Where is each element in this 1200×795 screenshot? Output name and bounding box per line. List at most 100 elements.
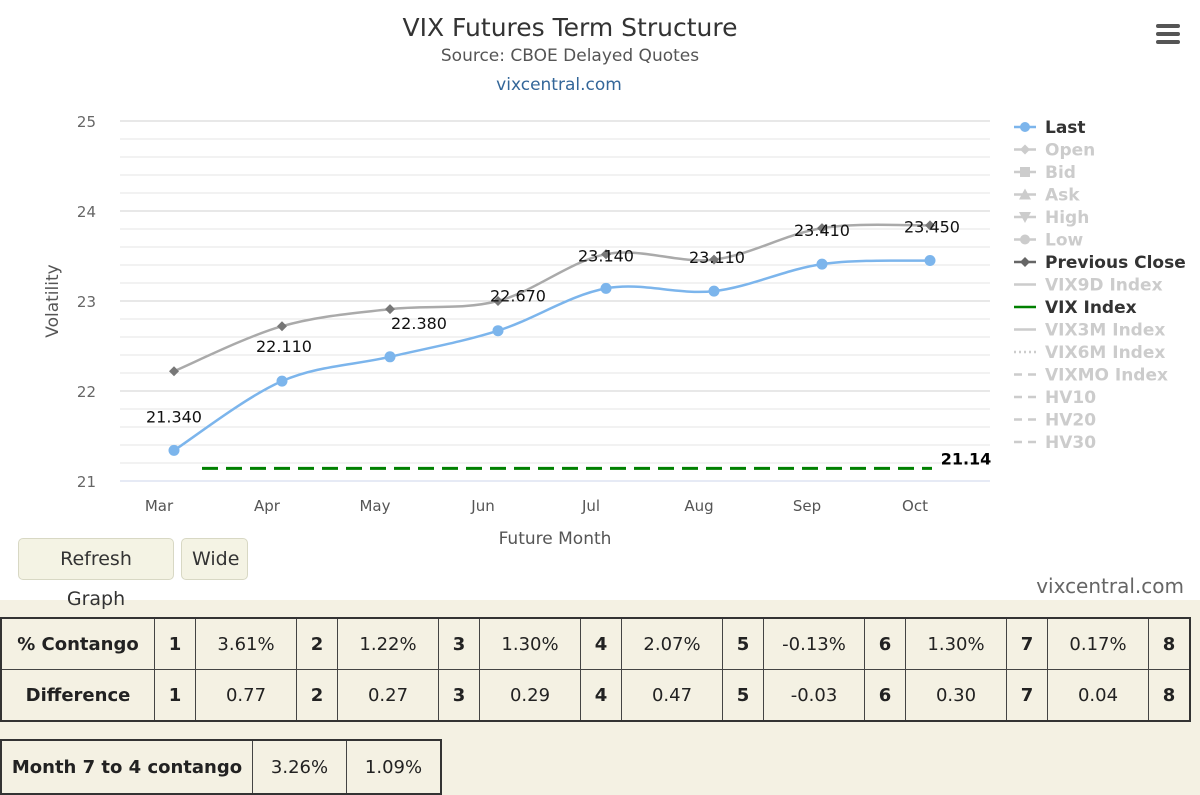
- value-cell: 2.07%: [621, 617, 723, 670]
- y-tick-label: 25: [77, 113, 96, 131]
- legend-marker: [1020, 234, 1030, 245]
- x-tick-label: Mar: [145, 497, 174, 515]
- x-tick-label: Oct: [902, 497, 928, 515]
- legend-item[interactable]: Previous Close: [1014, 253, 1186, 273]
- legend-item[interactable]: Bid: [1014, 163, 1076, 183]
- month-index-cell: 3: [438, 669, 480, 722]
- last-data-label: 23.410: [794, 221, 850, 240]
- month-index-cell: 6: [864, 669, 906, 722]
- previous-close-point: [493, 296, 503, 306]
- month-contango-value-1: 3.26%: [252, 739, 347, 795]
- last-data-point[interactable]: [168, 444, 180, 456]
- wide-button[interactable]: Wide: [181, 538, 248, 580]
- legend-item[interactable]: Open: [1014, 141, 1095, 161]
- legend-marker: [1020, 144, 1030, 155]
- previous-close-point: [277, 321, 287, 332]
- hamburger-menu-icon: [1156, 32, 1180, 36]
- watermark: vixcentral.com: [1036, 574, 1184, 598]
- legend-label: Last: [1045, 118, 1086, 138]
- last-data-label: 23.450: [904, 218, 960, 237]
- y-tick-label: 22: [77, 383, 96, 401]
- legend-marker: [1020, 167, 1030, 177]
- value-cell: 3.61%: [195, 617, 297, 670]
- month-index-cell: 8: [1148, 617, 1191, 670]
- previous-close-point: [601, 249, 611, 260]
- last-data-point[interactable]: [492, 325, 504, 337]
- legend-label: Ask: [1045, 186, 1080, 206]
- vix-index-data-label: 21.14: [941, 449, 992, 468]
- last-data-label: 22.670: [490, 287, 546, 306]
- previous-close-point: [925, 220, 935, 231]
- legend-item[interactable]: VIX Index: [1014, 298, 1137, 318]
- value-cell: 0.04: [1047, 669, 1149, 722]
- last-data-label: 22.380: [391, 314, 447, 333]
- previous-close-point: [169, 366, 179, 377]
- month-index-cell: 1: [154, 669, 196, 722]
- y-tick-label: 23: [77, 293, 96, 311]
- legend-label: VIX Index: [1045, 298, 1137, 318]
- legend-item[interactable]: VIXMO Index: [1014, 366, 1168, 386]
- row-header: % Contango: [0, 617, 155, 670]
- previous-close-point: [709, 254, 719, 265]
- legend-item[interactable]: HV30: [1014, 433, 1096, 453]
- month-index-cell: 1: [154, 617, 196, 670]
- legend-label: Low: [1045, 231, 1084, 251]
- table-row: Month 7 to 4 contango 3.26% 1.09%: [0, 739, 442, 795]
- legend-item[interactable]: VIX6M Index: [1014, 343, 1165, 363]
- last-data-point[interactable]: [600, 282, 612, 294]
- value-cell: 1.22%: [337, 617, 439, 670]
- value-cell: 0.30: [905, 669, 1007, 722]
- month-index-cell: 7: [1006, 669, 1048, 722]
- refresh-graph-button[interactable]: Refresh Graph: [18, 538, 174, 610]
- month-index-cell: 5: [722, 669, 764, 722]
- legend-label: Open: [1045, 141, 1095, 161]
- month-index-cell: 8: [1148, 669, 1191, 722]
- last-data-point[interactable]: [708, 285, 720, 297]
- chart-credit-link[interactable]: vixcentral.com: [496, 75, 622, 95]
- last-data-point[interactable]: [384, 351, 396, 363]
- contango-table: % Contango 1 3.61% 2 1.22% 3 1.30% 4 2.07% 5 -0.13…: [0, 617, 1191, 722]
- legend-label: VIX9D Index: [1045, 276, 1163, 296]
- legend-item[interactable]: Ask: [1014, 186, 1080, 206]
- last-data-label: 23.140: [578, 246, 634, 265]
- last-data-point[interactable]: [924, 255, 936, 266]
- legend-item[interactable]: HV10: [1014, 388, 1096, 408]
- month-contango-table: Month 7 to 4 contango 3.26% 1.09%: [0, 739, 442, 795]
- chart-menu-button[interactable]: [1152, 20, 1184, 48]
- x-tick-label: Sep: [793, 497, 821, 515]
- row-header: Difference: [0, 669, 155, 722]
- legend-label: VIX3M Index: [1045, 321, 1165, 341]
- legend-label: HV20: [1045, 411, 1096, 431]
- y-tick-label: 24: [77, 203, 96, 221]
- axes: 21 22 23 24 25 Mar Apr May Jun Jul Aug Sep Oct Future…: [43, 113, 990, 549]
- legend-item[interactable]: Last: [1014, 118, 1086, 138]
- previous-close-point: [385, 304, 395, 315]
- x-axis-label: Future Month: [499, 529, 612, 549]
- legend-label: Bid: [1045, 163, 1076, 183]
- legend-item[interactable]: Low: [1014, 231, 1084, 251]
- value-cell: 0.47: [621, 669, 723, 722]
- legend-item[interactable]: VIX3M Index: [1014, 321, 1165, 341]
- x-tick-label: Apr: [254, 497, 281, 515]
- legend-label: VIX6M Index: [1045, 343, 1165, 363]
- legend-marker: [1019, 212, 1031, 223]
- series-line-previous-close: [173, 223, 931, 373]
- last-data-point[interactable]: [276, 375, 288, 387]
- x-tick-label: Jun: [470, 497, 494, 515]
- last-data-label: 22.110: [256, 337, 312, 356]
- legend-label: High: [1045, 208, 1089, 228]
- month-index-cell: 2: [296, 669, 338, 722]
- value-cell: 0.77: [195, 669, 297, 722]
- x-tick-label: Aug: [684, 497, 713, 515]
- last-data-point[interactable]: [816, 258, 828, 270]
- series: 21.14 21.340 22.110 22.380 22.670 23.140 23.11…: [146, 218, 992, 470]
- legend-item[interactable]: VIX9D Index: [1014, 276, 1163, 296]
- legend-item[interactable]: High: [1014, 208, 1089, 228]
- legend-item[interactable]: HV20: [1014, 411, 1096, 431]
- y-axis-label: Volatility: [43, 264, 63, 337]
- month-index-cell: 6: [864, 617, 906, 670]
- month-index-cell: 3: [438, 617, 480, 670]
- legend-marker: [1020, 257, 1030, 267]
- month-index-cell: 7: [1006, 617, 1048, 670]
